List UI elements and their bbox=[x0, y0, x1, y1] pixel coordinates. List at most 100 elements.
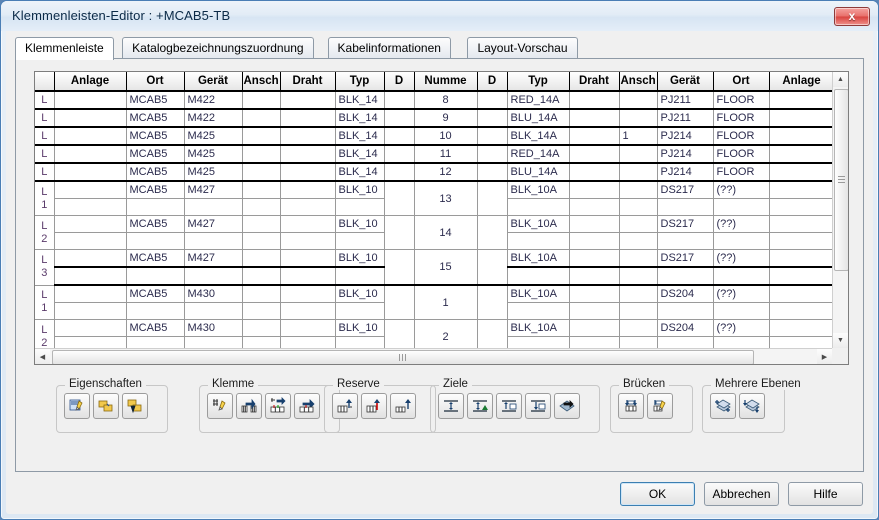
table-cell[interactable]: M430 bbox=[184, 285, 243, 303]
table-cell[interactable]: 11 bbox=[414, 145, 478, 164]
add-spare-button[interactable] bbox=[361, 393, 387, 419]
cancel-button[interactable]: Abbrechen bbox=[704, 482, 779, 506]
table-row-continuation[interactable] bbox=[35, 232, 832, 250]
table-cell[interactable] bbox=[280, 109, 336, 128]
table-cell-empty[interactable] bbox=[280, 302, 336, 320]
table-cell[interactable]: RED_14A bbox=[507, 145, 570, 164]
table-cell[interactable]: M430 bbox=[184, 319, 243, 337]
table-cell[interactable] bbox=[384, 145, 415, 164]
add-level-button[interactable] bbox=[710, 393, 736, 419]
table-cell[interactable] bbox=[54, 163, 127, 182]
row-header-cell[interactable]: L bbox=[35, 91, 55, 110]
column-header-7[interactable]: D bbox=[384, 72, 415, 92]
table-cell[interactable] bbox=[54, 319, 127, 337]
table-cell[interactable] bbox=[384, 91, 415, 110]
table-cell[interactable]: BLK_10A bbox=[507, 319, 570, 337]
scroll-down-button[interactable]: ▼ bbox=[833, 333, 848, 348]
table-row[interactable]: L 1 MCAB5 M427 BLK_10 13 BLK_10A DS217 (??) bbox=[35, 181, 832, 216]
table-cell[interactable]: M425 bbox=[184, 163, 243, 182]
table-cell-empty[interactable] bbox=[657, 267, 714, 286]
row-header-cell[interactable]: L bbox=[35, 127, 55, 146]
table-cell-empty[interactable] bbox=[184, 198, 243, 216]
table-cell-empty[interactable] bbox=[713, 267, 770, 286]
table-cell[interactable] bbox=[569, 181, 620, 199]
table-cell[interactable] bbox=[384, 163, 415, 182]
table-cell-empty[interactable] bbox=[126, 232, 185, 250]
edit-properties-button[interactable] bbox=[64, 393, 90, 419]
table-cell[interactable] bbox=[384, 319, 415, 348]
table-cell[interactable] bbox=[280, 249, 336, 268]
table-row[interactable]: L 3 MCAB5 M427 BLK_10 15 BLK_10A DS217 (??) bbox=[35, 249, 832, 286]
table-cell[interactable]: 8 bbox=[414, 91, 478, 110]
table-row-continuation[interactable] bbox=[35, 302, 832, 320]
table-cell-empty[interactable] bbox=[184, 267, 243, 286]
table-cell[interactable]: (??) bbox=[713, 181, 770, 199]
table-cell[interactable]: BLK_14 bbox=[335, 109, 385, 128]
table-cell[interactable]: BLK_10A bbox=[507, 215, 570, 233]
table-cell-empty[interactable] bbox=[184, 336, 243, 348]
table-row-continuation[interactable] bbox=[35, 336, 832, 348]
table-cell[interactable] bbox=[619, 163, 658, 182]
table-cell[interactable] bbox=[477, 91, 508, 110]
table-row[interactable]: L 2 MCAB5 M427 BLK_10 14 BLK_10A DS217 (??) bbox=[35, 215, 832, 250]
row-header-cell[interactable]: L bbox=[35, 145, 55, 164]
table-cell[interactable] bbox=[54, 285, 127, 303]
table-row-continuation[interactable] bbox=[35, 198, 832, 216]
column-header-11[interactable]: Draht bbox=[569, 72, 620, 92]
move-terminal-button[interactable] bbox=[294, 393, 320, 419]
table-cell[interactable]: MCAB5 bbox=[126, 127, 185, 146]
table-cell-empty[interactable] bbox=[54, 232, 127, 250]
table-cell-empty[interactable] bbox=[769, 336, 832, 348]
table-cell[interactable]: M427 bbox=[184, 215, 243, 233]
table-cell[interactable]: FLOOR bbox=[713, 163, 770, 182]
table-cell[interactable] bbox=[619, 249, 658, 268]
table-cell-empty[interactable] bbox=[619, 198, 658, 216]
table-cell[interactable] bbox=[280, 91, 336, 110]
table-cell[interactable]: DS217 bbox=[657, 181, 714, 199]
table-cell-empty[interactable] bbox=[280, 336, 336, 348]
table-cell-empty[interactable] bbox=[619, 267, 658, 286]
table-cell[interactable]: M425 bbox=[184, 127, 243, 146]
copy-properties-button[interactable] bbox=[93, 393, 119, 419]
target-insert-button[interactable] bbox=[525, 393, 551, 419]
table-cell-empty[interactable] bbox=[769, 267, 832, 286]
remove-level-button[interactable] bbox=[739, 393, 765, 419]
column-header-14[interactable]: Ort bbox=[713, 72, 770, 92]
table-row-continuation[interactable] bbox=[35, 267, 832, 286]
table-cell[interactable]: DS217 bbox=[657, 215, 714, 233]
table-cell-empty[interactable] bbox=[713, 198, 770, 216]
table-cell[interactable] bbox=[619, 285, 658, 303]
column-header-15[interactable]: Anlage bbox=[769, 72, 832, 92]
table-cell[interactable] bbox=[619, 91, 658, 110]
table-cell[interactable]: BLU_14A bbox=[507, 163, 570, 182]
table-cell[interactable]: BLK_10A bbox=[507, 249, 570, 268]
table-cell[interactable]: DS217 bbox=[657, 249, 714, 268]
table-cell-empty[interactable] bbox=[507, 198, 570, 216]
table-cell[interactable] bbox=[54, 215, 127, 233]
column-header-1[interactable]: Anlage bbox=[54, 72, 127, 92]
scroll-left-button[interactable]: ◀ bbox=[35, 349, 50, 364]
table-cell[interactable]: (??) bbox=[713, 249, 770, 268]
table-row[interactable]: L 1 MCAB5 M430 BLK_10 1 BLK_10A DS204 (??) bbox=[35, 285, 832, 320]
table-cell[interactable]: MCAB5 bbox=[126, 215, 185, 233]
table-cell[interactable]: 12 bbox=[414, 163, 478, 182]
table-cell-empty[interactable] bbox=[507, 232, 570, 250]
table-cell-empty[interactable] bbox=[619, 302, 658, 320]
table-cell[interactable]: MCAB5 bbox=[126, 109, 185, 128]
table-cell[interactable]: BLK_14 bbox=[335, 91, 385, 110]
table-cell[interactable]: BLU_14A bbox=[507, 109, 570, 128]
table-cell-empty[interactable] bbox=[569, 336, 620, 348]
table-cell[interactable] bbox=[280, 163, 336, 182]
table-cell-empty[interactable] bbox=[619, 336, 658, 348]
table-cell[interactable] bbox=[384, 109, 415, 128]
table-row[interactable]: L MCAB5 M425 BLK_14 12 BLU_14A PJ214 FLOOR bbox=[35, 163, 832, 182]
table-cell[interactable]: BLK_10 bbox=[335, 249, 385, 268]
table-cell[interactable] bbox=[477, 127, 508, 146]
table-cell[interactable] bbox=[569, 145, 620, 164]
table-row[interactable]: L MCAB5 M425 BLK_14 11 RED_14A PJ214 FLOOR bbox=[35, 145, 832, 164]
table-cell[interactable]: (??) bbox=[713, 285, 770, 303]
table-row[interactable]: L 2 MCAB5 M430 BLK_10 2 BLK_10A DS204 (??) bbox=[35, 319, 832, 348]
table-cell-empty[interactable] bbox=[713, 302, 770, 320]
tab-klemmenleiste[interactable]: Klemmenleiste bbox=[15, 37, 114, 60]
